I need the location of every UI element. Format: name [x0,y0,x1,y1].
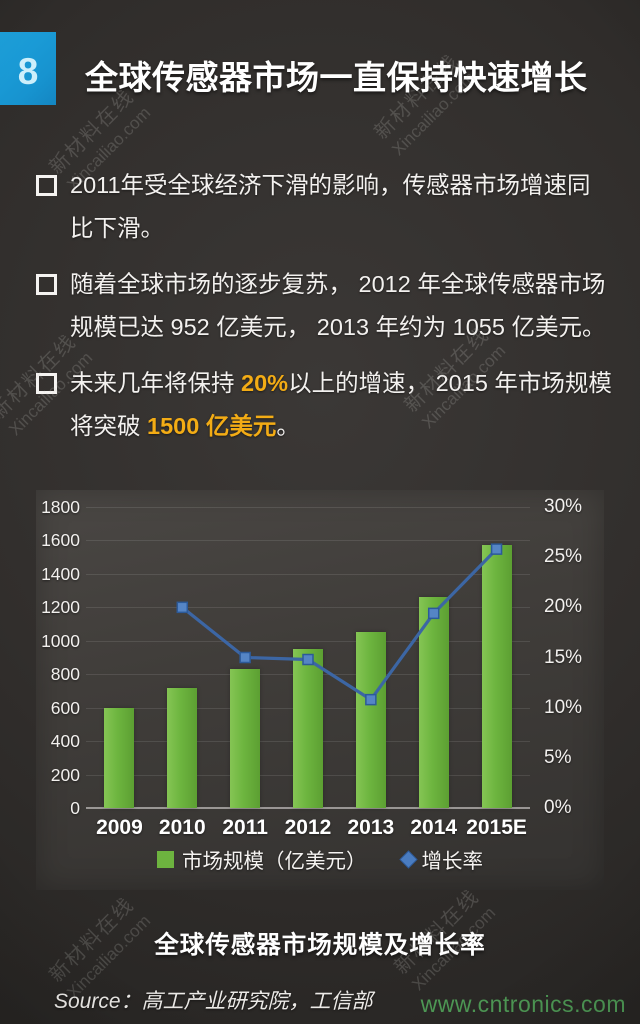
bar-series-swatch-icon [157,850,174,868]
x-axis-label: 2014 [410,816,458,839]
left-axis-tick: 0 [70,798,80,818]
bullet-text-plain: 。 [276,413,300,439]
chart-legend: 市场规模（亿美元） 增长率 [36,844,604,874]
left-axis-tick: 600 [50,697,80,718]
x-axis-label: 2015E [466,816,527,839]
left-axis-tick: 1400 [41,563,80,584]
legend-item-market-size: 市场规模（亿美元） [157,844,367,874]
line-marker [490,543,503,555]
x-axis-label: 2009 [96,816,143,839]
bullet-list: 2011年受全球经济下滑的影响，传感器市场增速同比下滑。 随着全球市场的逐步复苏… [36,164,614,461]
left-axis-tick: 1200 [41,597,80,618]
bar-2009 [104,707,135,808]
highlight-text: 1500 亿美元 [147,413,277,439]
gridline [86,540,530,542]
square-bullet-icon [36,175,57,196]
line-marker [239,651,251,664]
left-axis-tick: 1800 [41,497,80,517]
bar-2010 [167,687,198,808]
bullet-text: 随着全球市场的逐步复苏， 2012 年全球传感器市场规模已达 952 亿美元， … [70,271,606,340]
bar-2013 [355,631,386,808]
square-bullet-icon [36,373,57,394]
line-marker [176,601,189,614]
bar-2011 [230,669,261,808]
bullet-item: 未来几年将保持 20%以上的增速， 2015 年市场规模将突破 1500 亿美元… [36,362,614,448]
right-axis-tick: 20% [544,596,583,618]
slide-number-badge: 8 [0,32,56,105]
line-marker [365,693,377,706]
x-axis-label: 2012 [284,816,332,839]
gridline [86,507,530,508]
gridline [86,573,530,575]
right-axis-tick: 10% [544,696,583,718]
right-axis-tick: 30% [544,496,583,517]
chart-caption: 全球传感器市场规模及增长率 [154,932,486,959]
legend-label: 市场规模（亿美元） [182,850,367,873]
chart-panel: 市场规模（亿美元） 增长率 0 200 400 600 800 1000 1200 1400 1… [36,490,604,890]
right-axis-tick: 25% [544,546,583,568]
bullet-text-plain: 以上的增速， 2015 年市场规模将突破 [70,370,612,439]
site-url-watermark: www.cntronics.com [420,991,626,1017]
line-marker [302,653,314,666]
page-title: 全球传感器市场一直保持快速增长 [85,59,588,96]
bullet-text-plain: 未来几年将保持 [70,370,242,396]
left-axis-tick: 1600 [41,530,80,551]
bar-2015E [481,545,512,808]
bullet-item: 随着全球市场的逐步复苏， 2012 年全球传感器市场规模已达 952 亿美元， … [36,263,614,349]
x-axis-label: 2010 [158,816,206,839]
x-axis-line [86,807,530,809]
line-marker [427,607,440,620]
gridline [86,640,530,642]
left-axis-tick: 400 [50,731,80,752]
left-axis-tick: 800 [50,664,80,685]
highlight-text: 20% [241,370,289,396]
right-axis-tick: 15% [544,646,583,668]
growth-rate-line [176,543,503,706]
bullet-item: 2011年受全球经济下滑的影响，传感器市场增速同比下滑。 [36,164,614,250]
right-axis-tick: 5% [544,746,572,768]
slide-number: 8 [17,50,39,92]
bar-2014 [418,597,449,808]
x-axis-label: 2013 [347,816,395,839]
x-axis-label: 2011 [222,816,268,839]
bullet-text: 2011年受全球经济下滑的影响，传感器市场增速同比下滑。 [70,172,591,241]
left-axis-tick: 200 [50,764,80,785]
left-axis-tick: 1000 [41,630,80,651]
gridline [86,607,530,609]
square-bullet-icon [36,274,57,295]
source-note: Source：高工产业研究院，工信部 [54,990,373,1013]
legend-label: 增长率 [421,850,484,873]
right-axis-tick: 0% [544,797,572,818]
bar-2012 [293,648,323,808]
bullet-text: 未来几年将保持 20%以上的增速， 2015 年市场规模将突破 1500 亿美元… [70,362,614,448]
legend-item-growth-rate: 增长率 [400,844,484,874]
